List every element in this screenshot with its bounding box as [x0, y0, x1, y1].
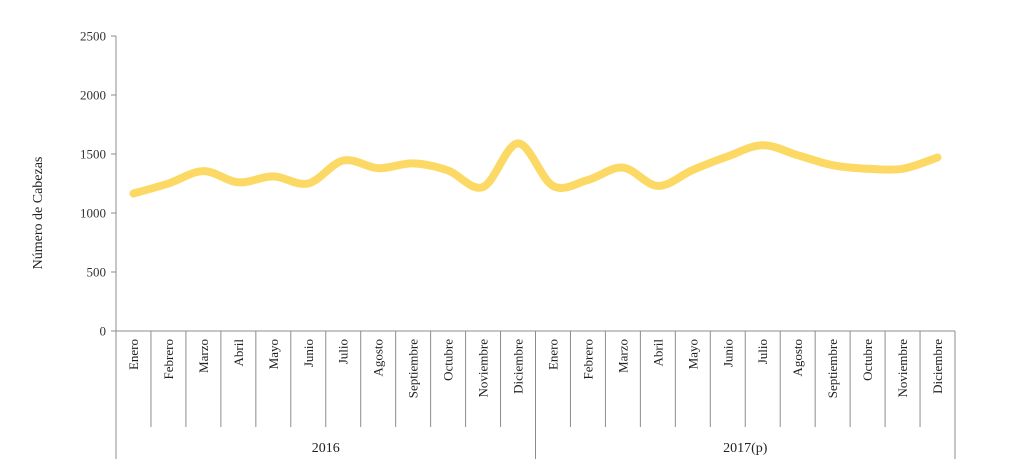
y-tick-label: 500	[87, 265, 107, 280]
y-tick-label: 2000	[80, 88, 106, 103]
data-point	[238, 182, 239, 183]
data-point	[587, 179, 588, 180]
data-point	[727, 156, 728, 157]
data-point	[902, 168, 903, 169]
x-category-label: Diciembre	[930, 339, 945, 394]
x-category-label: Junio	[720, 339, 735, 367]
data-point	[518, 143, 519, 144]
x-category-label: Septiembre	[825, 339, 840, 398]
data-point	[448, 170, 449, 171]
data-point	[343, 160, 344, 161]
data-point	[273, 176, 274, 177]
data-point	[832, 165, 833, 166]
data-point	[378, 168, 379, 169]
y-tick-label: 1500	[80, 147, 106, 162]
data-point	[552, 185, 553, 186]
data-point	[622, 167, 623, 168]
x-category-label: Junio	[301, 339, 316, 367]
x-category-label: Julio	[755, 339, 770, 364]
x-category-label: Abril	[650, 339, 665, 367]
data-point	[657, 185, 658, 186]
x-category-label: Agosto	[371, 339, 386, 377]
x-category-label: Diciembre	[511, 339, 526, 394]
x-category-label: Marzo	[196, 339, 211, 373]
y-tick-label: 1000	[80, 206, 106, 221]
x-group-label: 2017(p)	[723, 441, 768, 456]
data-point	[937, 157, 938, 158]
data-point	[483, 187, 484, 188]
y-axis-title: Número de Cabezas	[31, 157, 46, 270]
x-category-label: Febrero	[580, 339, 595, 379]
x-category-label: Enero	[126, 339, 141, 370]
series-line	[129, 139, 942, 198]
x-category-label: Septiembre	[406, 339, 421, 398]
x-category-label: Enero	[545, 339, 560, 370]
x-category-label: Julio	[336, 339, 351, 364]
data-point	[413, 163, 414, 164]
data-point	[692, 169, 693, 170]
x-category-label: Noviembre	[476, 339, 491, 398]
x-axis: Enero Febrero Marzo Abril Mayo Junio Julio Agos…	[115, 330, 956, 459]
x-category-label: Febrero	[161, 339, 176, 379]
x-category-label: Mayo	[266, 339, 281, 369]
x-group-label: 2016	[312, 441, 340, 456]
y-axis: 0 500 1000 1500 2000 2500	[80, 29, 117, 339]
data-point	[203, 171, 204, 172]
y-tick-label: 2500	[80, 29, 106, 44]
series-line-path	[129, 139, 942, 198]
data-point	[133, 193, 134, 194]
x-category-label: Abril	[231, 339, 246, 367]
data-point	[168, 183, 169, 184]
x-category-label: Octubre	[860, 339, 875, 381]
y-tick-label: 0	[100, 324, 107, 339]
data-point	[867, 168, 868, 169]
x-category-label: Marzo	[615, 339, 630, 373]
data-point	[308, 183, 309, 184]
data-point	[762, 145, 763, 146]
data-point	[797, 155, 798, 156]
x-category-label: Agosto	[790, 339, 805, 377]
x-category-label: Noviembre	[895, 339, 910, 398]
x-category-label: Octubre	[441, 339, 456, 381]
x-category-label: Mayo	[685, 339, 700, 369]
